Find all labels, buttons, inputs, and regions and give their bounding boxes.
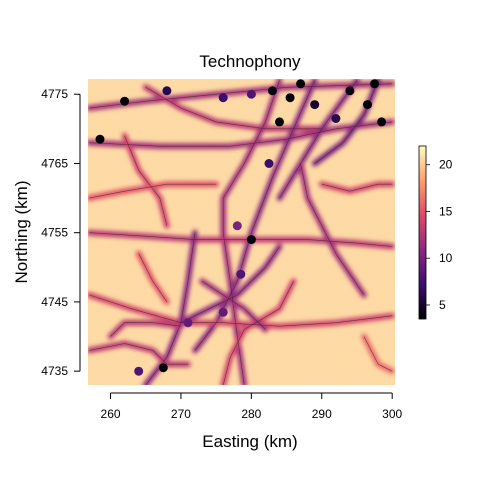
x-axis-label: Easting (km) xyxy=(202,432,297,451)
noise-hotspot xyxy=(236,269,246,279)
y-tick-label: 4775 xyxy=(41,87,68,101)
y-tick-label: 4745 xyxy=(41,295,68,309)
road-line xyxy=(138,253,168,303)
noise-hotspot xyxy=(275,117,284,127)
road-line xyxy=(89,294,393,327)
x-tick-label: 300 xyxy=(382,407,402,421)
road-line xyxy=(145,87,322,130)
x-tick-label: 260 xyxy=(101,407,121,421)
noise-hotspot xyxy=(377,117,387,127)
noise-hotspot xyxy=(264,159,274,168)
noise-hotspot xyxy=(134,366,144,376)
noise-hotspot xyxy=(296,79,306,89)
noise-hotspot xyxy=(158,363,168,373)
road-line xyxy=(314,80,379,164)
colorbar-tick-label: 5 xyxy=(439,298,446,312)
road-line xyxy=(89,343,188,365)
noise-hotspot xyxy=(95,134,105,144)
hotspot-layer xyxy=(95,79,387,376)
noise-hotspot xyxy=(232,221,242,231)
road-line xyxy=(300,163,365,296)
x-tick-label: 280 xyxy=(241,407,261,421)
road-line xyxy=(363,336,393,372)
colorbar-ramp xyxy=(418,145,427,320)
noise-hotspot xyxy=(218,307,228,317)
noise-hotspot xyxy=(310,100,320,110)
road-line xyxy=(180,246,280,323)
y-axis-label: Northing (km) xyxy=(12,181,31,284)
y-tick-label: 4735 xyxy=(41,364,68,378)
raster-layer xyxy=(88,79,395,385)
road-core-layer xyxy=(89,80,393,385)
noise-hotspot xyxy=(345,86,355,96)
road-line xyxy=(89,121,393,147)
noise-hotspot xyxy=(331,114,341,123)
road-line xyxy=(89,183,217,199)
noise-hotspot xyxy=(218,93,228,103)
noise-hotspot xyxy=(183,318,193,328)
colorbar-tick-label: 15 xyxy=(439,204,453,218)
y-axis: 4735 4745 4755 4765 4775 Northing (km) xyxy=(12,87,81,378)
road-line xyxy=(321,183,393,192)
noise-hotspot xyxy=(162,86,172,96)
noise-hotspot xyxy=(246,89,256,99)
road-line xyxy=(124,135,168,226)
x-tick-label: 290 xyxy=(312,407,332,421)
y-tick-label: 4755 xyxy=(41,226,68,240)
road-line xyxy=(110,322,181,337)
noise-hotspot xyxy=(246,235,256,245)
colorbar-tick-label: 20 xyxy=(439,158,453,172)
chart-title: Technophony xyxy=(199,52,301,71)
road-line xyxy=(201,280,266,330)
colorbar: 5 10 15 20 xyxy=(418,145,453,320)
x-tick-label: 270 xyxy=(171,407,191,421)
noise-hotspot xyxy=(268,86,277,96)
road-line xyxy=(222,281,294,385)
y-tick-label: 4765 xyxy=(41,156,68,170)
noise-hotspot xyxy=(285,93,295,103)
noise-hotspot xyxy=(120,96,130,106)
noise-hotspot xyxy=(370,79,380,89)
x-axis: 260 270 280 290 300 Easting (km) xyxy=(101,392,403,451)
noise-hotspot xyxy=(363,100,372,110)
road-line xyxy=(279,80,358,199)
colorbar-tick-label: 10 xyxy=(439,251,453,265)
road-line xyxy=(222,80,280,385)
